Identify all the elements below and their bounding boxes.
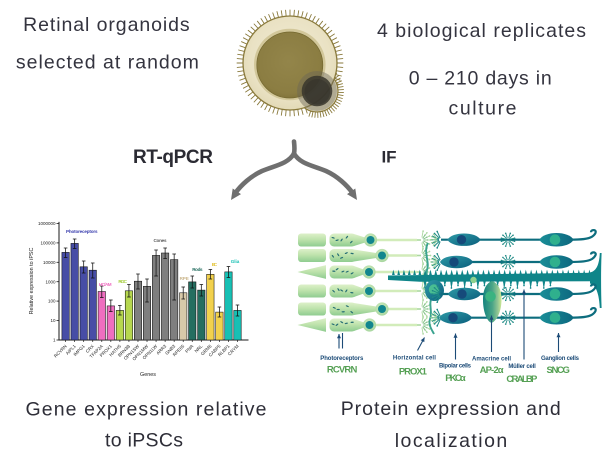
svg-text:Photoreceptors: Photoreceptors	[66, 229, 98, 234]
svg-text:Ganglion cells: Ganglion cells	[541, 356, 580, 362]
svg-text:HC/AM: HC/AM	[99, 282, 112, 287]
svg-text:Genes: Genes	[140, 372, 156, 378]
svg-text:SNCG: SNCG	[546, 365, 570, 376]
svg-text:Horizontal cell: Horizontal cell	[393, 355, 436, 361]
svg-text:Cones: Cones	[153, 238, 167, 243]
svg-text:PKCα: PKCα	[445, 373, 466, 384]
svg-text:10000: 10000	[43, 260, 56, 265]
svg-text:0 – 210 days in: 0 – 210 days in	[409, 67, 552, 89]
svg-text:4 biological replicates: 4 biological replicates	[377, 20, 586, 42]
svg-text:AP-2α: AP-2α	[480, 365, 504, 376]
svg-text:RT-qPCR: RT-qPCR	[133, 147, 213, 168]
svg-text:RGC: RGC	[118, 279, 127, 284]
svg-text:CRALBP: CRALBP	[506, 374, 538, 385]
svg-text:1000000: 1000000	[38, 221, 56, 226]
svg-text:100: 100	[48, 299, 56, 304]
svg-text:BC: BC	[212, 262, 218, 267]
svg-text:Relative expression to iPSC: Relative expression to iPSC	[29, 247, 35, 314]
svg-text:Retinal organoids: Retinal organoids	[23, 14, 190, 36]
svg-text:Müller cell: Müller cell	[508, 364, 536, 370]
svg-text:selected at random: selected at random	[16, 52, 199, 74]
svg-text:Photoreceptors: Photoreceptors	[320, 356, 364, 362]
svg-text:Glia: Glia	[231, 259, 240, 264]
svg-text:culture: culture	[449, 98, 517, 120]
svg-text:1000: 1000	[45, 279, 56, 284]
svg-text:100000: 100000	[40, 241, 56, 246]
svg-text:1: 1	[53, 338, 56, 343]
svg-text:Rods: Rods	[192, 267, 203, 272]
svg-text:NRL: NRL	[194, 343, 204, 353]
svg-text:to iPSCs: to iPSCs	[105, 430, 183, 452]
svg-text:10: 10	[50, 318, 56, 323]
svg-text:IF: IF	[381, 148, 396, 167]
svg-text:Protein expression and: Protein expression and	[341, 398, 561, 420]
svg-text:PNR: PNR	[184, 343, 195, 354]
svg-text:Gene expression relative: Gene expression relative	[26, 398, 267, 420]
svg-text:PROX1: PROX1	[399, 366, 428, 377]
svg-text:Amacrine cell: Amacrine cell	[472, 357, 511, 363]
svg-text:CRX: CRX	[85, 344, 95, 354]
svg-text:RCVRN: RCVRN	[327, 365, 358, 376]
svg-text:Bipolar cells: Bipolar cells	[439, 363, 472, 369]
svg-text:RPE: RPE	[180, 276, 189, 281]
